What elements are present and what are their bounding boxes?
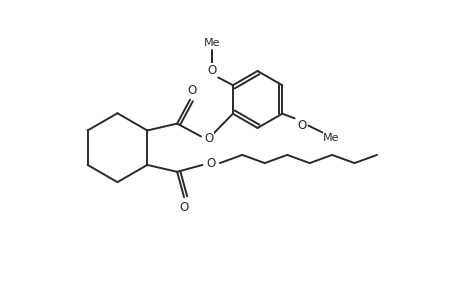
Text: O: O: [206, 157, 215, 169]
Text: O: O: [187, 84, 196, 97]
Text: O: O: [207, 64, 216, 77]
Text: Me: Me: [322, 133, 339, 142]
Text: O: O: [204, 132, 213, 145]
Text: Me: Me: [203, 38, 219, 47]
Text: O: O: [297, 119, 306, 132]
Text: O: O: [179, 201, 188, 214]
